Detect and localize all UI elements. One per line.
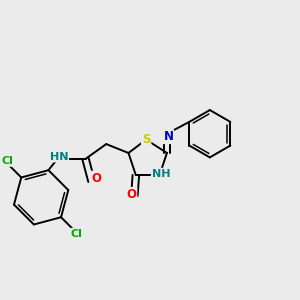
- Text: S: S: [142, 133, 151, 146]
- Text: Cl: Cl: [70, 229, 82, 239]
- Text: NH: NH: [152, 169, 170, 179]
- Text: HN: HN: [50, 152, 68, 161]
- Text: Cl: Cl: [2, 156, 14, 166]
- Text: N: N: [164, 130, 173, 143]
- Text: O: O: [92, 172, 102, 184]
- Text: O: O: [126, 188, 136, 201]
